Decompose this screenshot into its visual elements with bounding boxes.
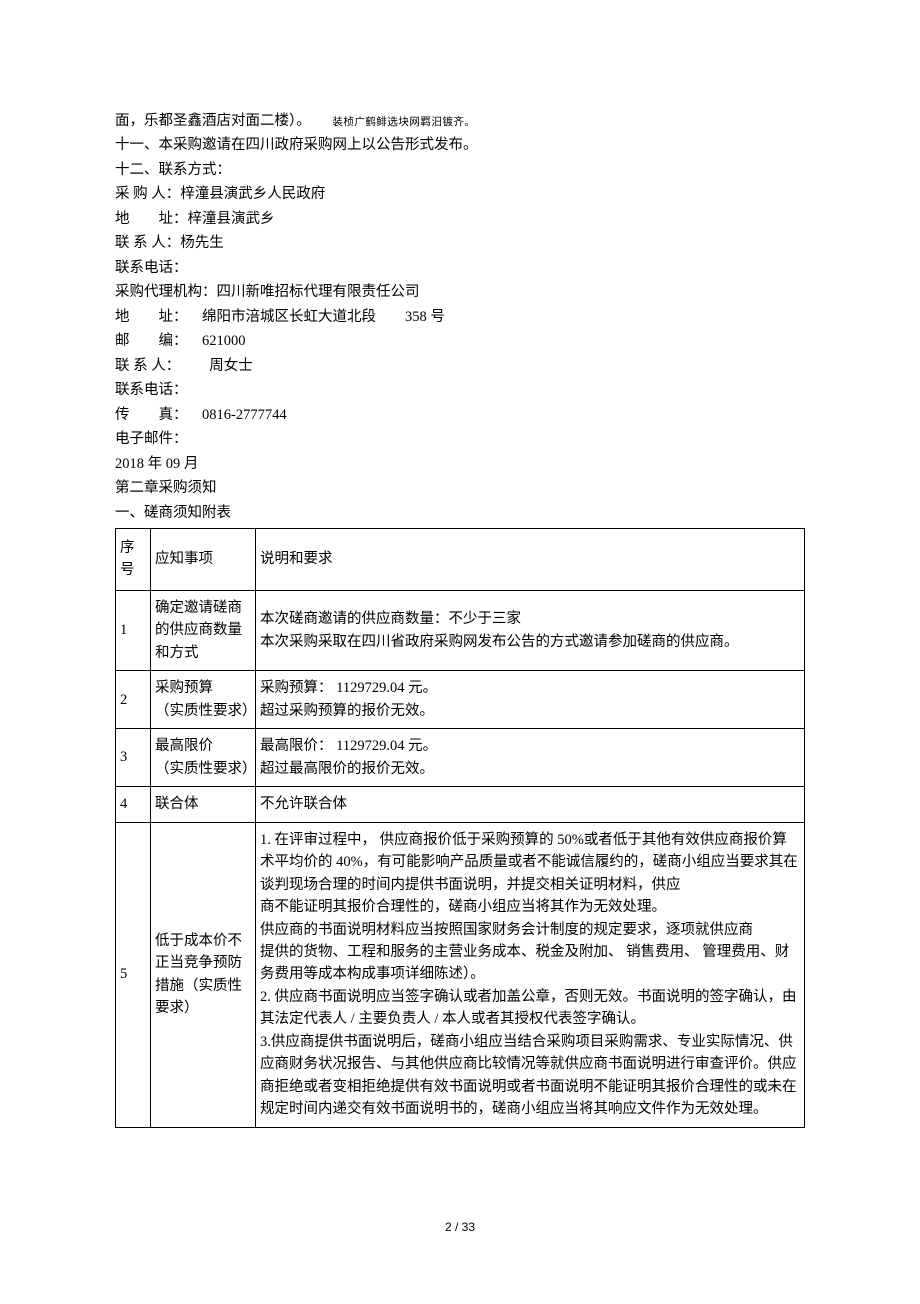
buyer-addr-line: 地 址：梓潼县演武乡: [115, 208, 805, 230]
table-row: 4 联合体 不允许联合体: [116, 787, 805, 822]
cell-desc: 不允许联合体: [256, 787, 805, 822]
table-header-row: 序号 应知事项 说明和要求: [116, 528, 805, 590]
th-desc: 说明和要求: [256, 528, 805, 590]
agency-email-line: 电子邮件：: [115, 428, 805, 450]
agency-phone-line: 联系电话：: [115, 379, 805, 401]
buyer-phone-label: 联系电话：: [115, 257, 188, 279]
agency-line: 采购代理机构：四川新唯招标代理有限责任公司: [115, 281, 805, 303]
document-page: 面，乐都圣鑫酒店对面二楼）。 装桢广鹤鲱选块网羁汨镀齐。 十一、本采购邀请在四川…: [0, 0, 920, 1296]
body-line-2: 十一、本采购邀请在四川政府采购网上以公告形式发布。: [115, 134, 805, 156]
cell-desc: 1. 在评审过程中， 供应商报价低于采购预算的 50%或者低于其他有效供应商报价…: [256, 822, 805, 1127]
buyer-phone-line: 联系电话：: [115, 257, 805, 279]
agency-contact-label: 联 系 人：: [115, 355, 180, 377]
date-line: 2018 年 09 月: [115, 453, 805, 475]
agency-contact-line: 联 系 人： 周女士: [115, 355, 805, 377]
buyer-contact-label: 联 系 人：: [115, 232, 180, 254]
cell-seq: 4: [116, 787, 151, 822]
line1-note: 装桢广鹤鲱选块网羁汨镀齐。: [332, 117, 475, 128]
cell-item: 确定邀请磋商的供应商数量和方式: [151, 590, 256, 670]
cell-desc: 最高限价： 1129729.04 元。超过最高限价的报价无效。: [256, 729, 805, 787]
agency-zip-label: 邮 编：: [115, 330, 188, 352]
table-row: 3 最高限价（实质性要求） 最高限价： 1129729.04 元。超过最高限价的…: [116, 729, 805, 787]
agency-email-label: 电子邮件：: [115, 428, 188, 450]
notice-table: 序号 应知事项 说明和要求 1 确定邀请磋商的供应商数量和方式 本次磋商邀请的供…: [115, 528, 805, 1128]
agency-fax-value: 0816-2777744: [188, 407, 287, 423]
buyer-contact-value: 杨先生: [180, 235, 224, 251]
cell-desc: 本次磋商邀请的供应商数量：不少于三家本次采购采取在四川省政府采购网发布公告的方式…: [256, 590, 805, 670]
agency-zip-value: 621000: [188, 333, 246, 349]
cell-seq: 5: [116, 822, 151, 1127]
table-row: 5 低于成本价不正当竞争预防措施（实质性要求） 1. 在评审过程中， 供应商报价…: [116, 822, 805, 1127]
agency-zip-line: 邮 编： 621000: [115, 330, 805, 352]
section-title: 一、磋商须知附表: [115, 502, 805, 524]
cell-seq: 1: [116, 590, 151, 670]
cell-item: 采购预算（实质性要求）: [151, 671, 256, 729]
buyer-contact-line: 联 系 人：杨先生: [115, 232, 805, 254]
agency-phone-label: 联系电话：: [115, 379, 188, 401]
cell-item: 低于成本价不正当竞争预防措施（实质性要求）: [151, 822, 256, 1127]
agency-value: 四川新唯招标代理有限责任公司: [217, 284, 420, 300]
page-number: 2 / 33: [115, 1218, 805, 1237]
buyer-line: 采 购 人：梓潼县演武乡人民政府: [115, 183, 805, 205]
agency-addr-label: 地 址：: [115, 306, 188, 328]
agency-label: 采购代理机构：: [115, 281, 217, 303]
cell-item: 最高限价（实质性要求）: [151, 729, 256, 787]
agency-fax-line: 传 真： 0816-2777744: [115, 404, 805, 426]
agency-addr-line: 地 址： 绵阳市涪城区长虹大道北段 358 号: [115, 306, 805, 328]
buyer-value: 梓潼县演武乡人民政府: [180, 186, 325, 202]
buyer-label: 采 购 人：: [115, 183, 180, 205]
buyer-addr-value: 梓潼县演武乡: [188, 211, 275, 227]
buyer-addr-label: 地 址：: [115, 208, 188, 230]
agency-contact-value: 周女士: [180, 358, 253, 374]
cell-item: 联合体: [151, 787, 256, 822]
th-seq: 序号: [116, 528, 151, 590]
cell-seq: 3: [116, 729, 151, 787]
chapter-title: 第二章采购须知: [115, 477, 805, 499]
body-line-1: 面，乐都圣鑫酒店对面二楼）。 装桢广鹤鲱选块网羁汨镀齐。: [115, 110, 805, 132]
body-line-3: 十二、联系方式：: [115, 159, 805, 181]
cell-desc: 采购预算： 1129729.04 元。超过采购预算的报价无效。: [256, 671, 805, 729]
cell-seq: 2: [116, 671, 151, 729]
agency-addr-value: 绵阳市涪城区长虹大道北段 358 号: [188, 309, 445, 325]
line1-text: 面，乐都圣鑫酒店对面二楼）。: [115, 113, 311, 129]
table-row: 1 确定邀请磋商的供应商数量和方式 本次磋商邀请的供应商数量：不少于三家本次采购…: [116, 590, 805, 670]
table-row: 2 采购预算（实质性要求） 采购预算： 1129729.04 元。超过采购预算的…: [116, 671, 805, 729]
agency-fax-label: 传 真：: [115, 404, 188, 426]
th-item: 应知事项: [151, 528, 256, 590]
